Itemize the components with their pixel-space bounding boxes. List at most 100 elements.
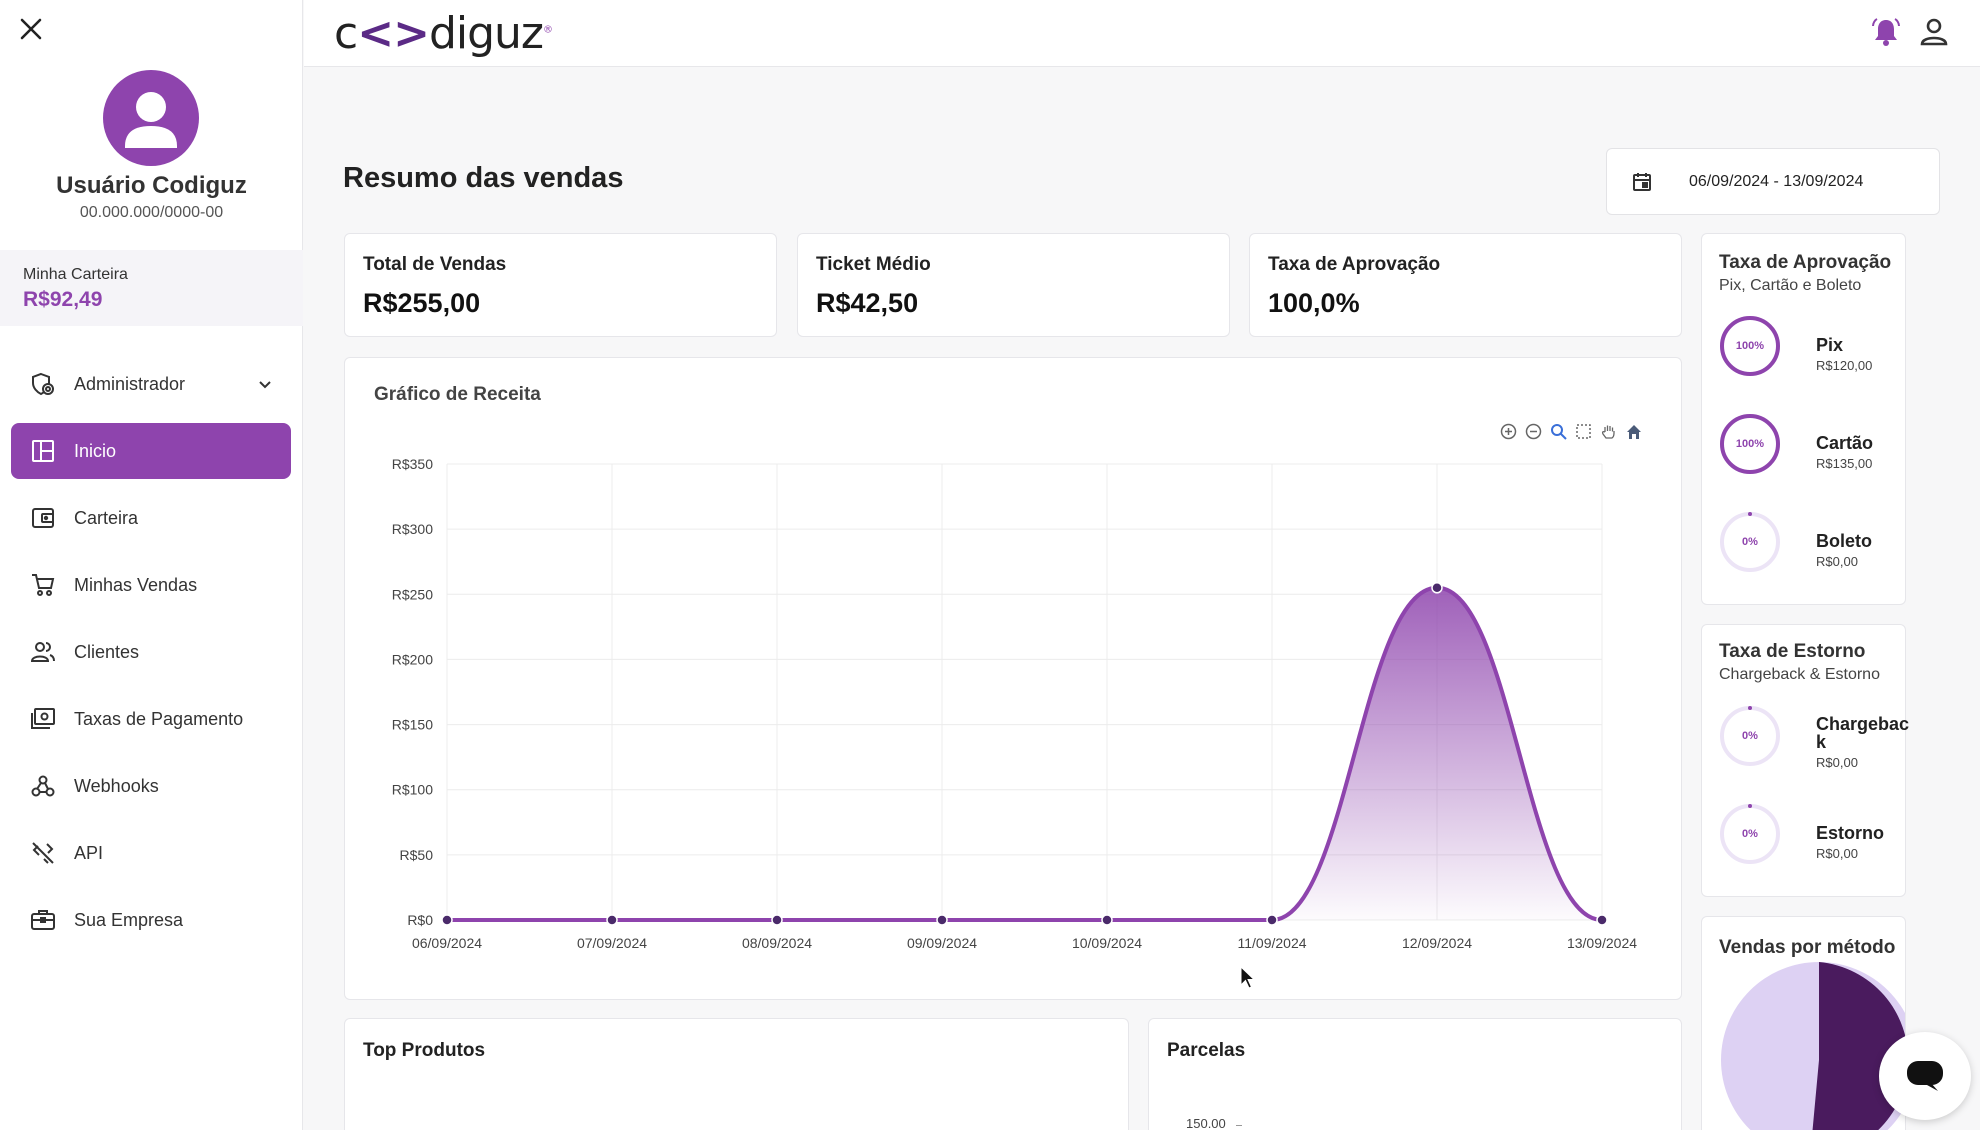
sidebar-item-carteira[interactable]: Carteira — [11, 490, 291, 546]
wallet-summary[interactable]: Minha Carteira R$92,49 — [0, 250, 303, 326]
sidebar-item-webhooks[interactable]: Webhooks — [11, 758, 291, 814]
revenue-line — [447, 585, 1603, 923]
method-value: R$0,00 — [1816, 554, 1858, 569]
data-point — [936, 914, 948, 926]
method-name: Chargebac k — [1816, 714, 1910, 752]
method-name: Estorno — [1816, 823, 1885, 843]
sidebar-item-sua-empresa[interactable]: Sua Empresa — [11, 892, 291, 948]
sidebar-item-taxas-de-pagamento[interactable]: Taxas de Pagamento — [11, 691, 291, 747]
sidebar-item-label: Clientes — [74, 641, 140, 662]
x-tick-label: 09/09/2024 — [907, 935, 977, 951]
sidebar-item-administrador[interactable]: Administrador — [11, 356, 291, 412]
ring-percent: 0% — [1742, 536, 1758, 548]
method-value: R$0,00 — [1816, 846, 1858, 861]
pan-hand-icon[interactable] — [1599, 422, 1618, 441]
date-range-picker[interactable]: 06/09/2024 - 13/09/2024 — [1606, 148, 1940, 215]
approval-item-pix: 100% Pix R$120,00 — [1719, 315, 1919, 379]
sidebar-item-label: Administrador — [74, 373, 186, 394]
selection-icon[interactable] — [1574, 422, 1593, 441]
payment-icon — [29, 705, 57, 733]
briefcase-icon — [29, 906, 57, 934]
progress-ring — [1720, 316, 1780, 376]
cart-icon — [29, 571, 57, 599]
method-name: Boleto — [1816, 531, 1872, 551]
revenue-chart-card: Gráfico de Receita R$0 R$50 R$100 R$150 R$20… — [344, 357, 1682, 1000]
sidebar-item-label: Webhooks — [74, 775, 159, 796]
user-document: 00.000.000/0000-00 — [79, 204, 224, 221]
kpi-label: Ticket Médio — [816, 254, 931, 275]
kpi-ticket-medio: Ticket Médio R$42,50 — [797, 233, 1230, 337]
kpi-taxa-aprovacao: Taxa de Aprovação 100,0% — [1249, 233, 1682, 337]
data-point — [441, 914, 453, 926]
sales-by-method-pie — [1721, 962, 1905, 1130]
approval-item-cartao: 100% Cartão R$135,00 — [1719, 413, 1919, 477]
progress-ring — [1720, 804, 1780, 864]
chat-icon — [1907, 1061, 1943, 1091]
kpi-value: R$255,00 — [363, 288, 481, 318]
method-name: Cartão — [1816, 433, 1874, 453]
y-tick-label: R$50 — [400, 847, 434, 863]
top-produtos-card: Top Produtos — [344, 1018, 1129, 1130]
zoom-out-icon[interactable] — [1524, 422, 1543, 441]
sidebar-item-label: Sua Empresa — [74, 909, 184, 930]
sidebar: Usuário Codiguz 00.000.000/0000-00 Minha… — [0, 0, 303, 1130]
data-point — [771, 914, 783, 926]
magnifier-icon[interactable] — [1549, 422, 1568, 441]
data-point — [606, 914, 618, 926]
x-tick-label: 06/09/2024 — [412, 935, 482, 951]
y-tick-label: R$300 — [392, 521, 433, 537]
revenue-chart: R$0 R$50 R$100 R$150 R$200 R$250 R$300 R$350 06/… — [392, 456, 1638, 951]
users-icon — [29, 638, 57, 666]
chart-title: Gráfico de Receita — [374, 384, 541, 405]
dashboard-icon — [29, 437, 57, 465]
notification-bell-icon[interactable] — [1870, 16, 1902, 48]
kpi-label: Total de Vendas — [363, 254, 507, 275]
chargeback-item-chargeback: 0% Chargebac k R$0,00 — [1719, 705, 1919, 770]
admin-shield-icon — [29, 370, 57, 398]
codiguz-logo[interactable]: c<>diguz® — [334, 8, 553, 59]
sidebar-item-label: API — [74, 842, 104, 863]
method-value: R$0,00 — [1816, 755, 1858, 770]
zoom-in-icon[interactable] — [1499, 422, 1518, 441]
kpi-value: 100,0% — [1268, 288, 1360, 318]
sidebar-item-clientes[interactable]: Clientes — [11, 624, 291, 680]
wallet-value: R$92,49 — [23, 288, 103, 311]
date-range-text: 06/09/2024 - 13/09/2024 — [1689, 172, 1864, 190]
close-icon[interactable] — [18, 16, 44, 42]
card-title: Parcelas — [1167, 1040, 1246, 1061]
ring-percent: 100% — [1735, 438, 1765, 450]
chargeback-rate-card: Taxa de Estorno Chargeback & Estorno 0% … — [1701, 624, 1909, 897]
progress-ring — [1720, 414, 1780, 474]
tick-mark — [1236, 1125, 1242, 1126]
card-title: Top Produtos — [363, 1040, 486, 1061]
sidebar-item-label: Minhas Vendas — [74, 574, 198, 595]
chat-button[interactable] — [1879, 1032, 1971, 1120]
progress-ring — [1720, 512, 1780, 572]
api-icon — [29, 839, 57, 867]
x-tick-label: 13/09/2024 — [1567, 935, 1637, 951]
mouse-cursor-icon — [1240, 966, 1256, 989]
home-icon[interactable] — [1624, 422, 1643, 441]
page-title: Resumo das vendas — [343, 162, 624, 194]
y-tick-label: R$150 — [392, 717, 433, 733]
wallet-icon — [29, 504, 57, 532]
data-point — [1596, 914, 1608, 926]
sidebar-item-api[interactable]: API — [11, 825, 291, 881]
y-tick-label: R$350 — [392, 456, 433, 472]
sidebar-item-inicio[interactable]: Inicio — [11, 423, 291, 479]
profile-icon[interactable] — [1918, 16, 1950, 48]
x-tick-label: 12/09/2024 — [1402, 935, 1472, 951]
calendar-icon — [1631, 171, 1653, 193]
ring-percent: 0% — [1742, 828, 1758, 840]
revenue-area — [447, 587, 1602, 920]
y-tick-label: R$0 — [407, 912, 433, 928]
y-tick-label: R$200 — [392, 651, 433, 667]
kpi-value: R$42,50 — [816, 288, 919, 318]
data-point — [1266, 914, 1278, 926]
chart-toolbar — [1499, 422, 1643, 441]
sidebar-item-minhas-vendas[interactable]: Minhas Vendas — [11, 557, 291, 613]
x-tick-label: 11/09/2024 — [1237, 935, 1306, 951]
avatar — [103, 70, 199, 166]
sales-by-method-card: Vendas por método — [1701, 916, 1906, 1130]
y-tick-label: R$250 — [392, 586, 433, 602]
